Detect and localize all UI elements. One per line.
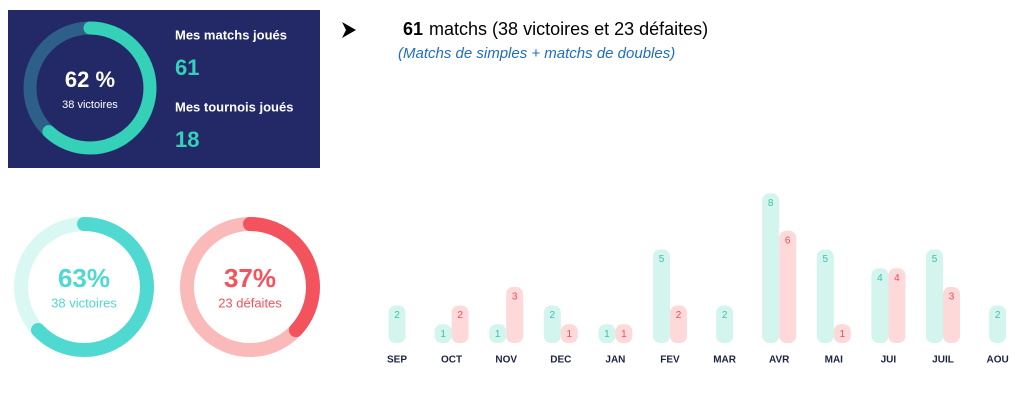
bar-value-label: 2 [995, 310, 1001, 321]
donut-value: 62 % [65, 67, 115, 92]
donut-label: 38 victoires [62, 99, 118, 111]
bar-value-label: 2 [722, 310, 728, 321]
bar [489, 324, 507, 343]
bar-value-label: 1 [495, 329, 501, 340]
donut-label: 23 défaites [218, 295, 282, 310]
bar-value-label: 4 [877, 273, 883, 284]
x-tick-label: AOU [986, 355, 1008, 366]
x-tick-label: MAI [825, 355, 844, 366]
bar [833, 324, 851, 343]
x-tick-label: DEC [550, 355, 571, 366]
bar-value-label: 1 [604, 329, 610, 340]
bar-value-label: 3 [949, 292, 955, 303]
bar-value-label: 1 [840, 329, 846, 340]
summary-text: matchs (38 victoires et 23 défaites) [429, 19, 708, 39]
x-tick-label: JUI [881, 355, 897, 366]
bar-value-label: 2 [394, 310, 400, 321]
donut-arc [14, 217, 154, 357]
x-tick-label: NOV [495, 355, 517, 366]
bar-value-label: 6 [785, 235, 791, 246]
bar [615, 324, 633, 343]
bar-value-label: 3 [512, 292, 518, 303]
x-tick-label: MAR [713, 355, 737, 366]
bar [716, 305, 734, 343]
bar-value-label: 2 [676, 310, 682, 321]
x-tick-label: JAN [605, 355, 625, 366]
bar-value-label: 5 [932, 254, 938, 265]
donut-value: 63% [58, 263, 110, 293]
bar [560, 324, 578, 343]
bar [762, 193, 780, 343]
bar [779, 230, 797, 343]
donut-value: 37% [224, 263, 276, 293]
x-tick-label: JUIL [932, 355, 954, 366]
bar-value-label: 5 [659, 254, 665, 265]
bar-value-label: 4 [894, 273, 900, 284]
bar-value-label: 1 [567, 329, 573, 340]
donut-arc [180, 217, 320, 357]
bar-value-label: 1 [621, 329, 627, 340]
bar [598, 324, 616, 343]
summary: 61 matchs (38 victoires et 23 défaites) [403, 19, 708, 39]
bar [653, 249, 670, 343]
donut-label: 38 victoires [51, 295, 117, 310]
summary-note: (Matchs de simples + matchs de doubles) [398, 45, 675, 62]
bar-value-label: 5 [823, 254, 829, 265]
bar-value-label: 1 [440, 329, 446, 340]
stat-label: Mes tournois joués [175, 99, 293, 114]
stat-value: 18 [175, 127, 199, 152]
x-tick-label: FEV [660, 355, 680, 366]
stat-label: Mes matchs joués [175, 27, 287, 42]
bar [926, 249, 943, 343]
x-tick-label: OCT [441, 355, 462, 366]
bar [871, 268, 889, 343]
bullet-arrow [342, 22, 356, 38]
donut-arc [23, 21, 157, 155]
bar [506, 286, 524, 343]
bar [816, 249, 834, 343]
summary-count: 61 [403, 19, 423, 39]
bar [989, 305, 1007, 343]
bar [943, 286, 960, 343]
bar-value-label: 8 [768, 198, 774, 209]
bar [543, 305, 561, 343]
bar [888, 268, 906, 343]
x-tick-label: AVR [769, 355, 790, 366]
stat-value: 61 [175, 55, 199, 80]
bar-value-label: 2 [457, 310, 463, 321]
bar [670, 305, 687, 343]
bar [434, 324, 452, 343]
bar [388, 305, 406, 343]
bar-value-label: 2 [550, 310, 556, 321]
x-tick-label: SEP [387, 355, 407, 366]
bar [451, 305, 469, 343]
